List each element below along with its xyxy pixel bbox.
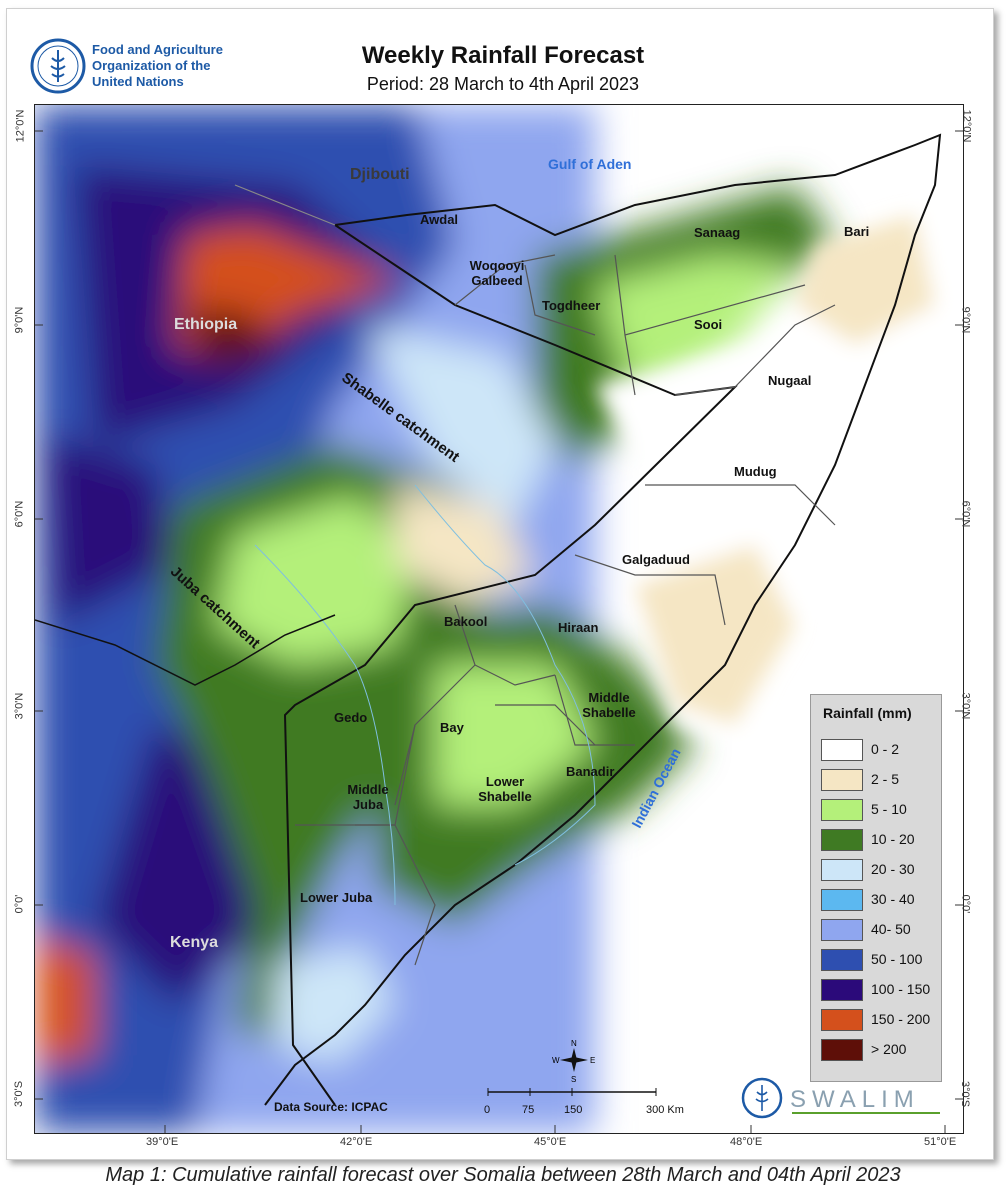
lon-label: 45°0'E: [534, 1136, 567, 1148]
legend-swatch: [821, 919, 863, 941]
legend-label: 5 - 10: [871, 801, 907, 817]
lat-label-right: 6°0'N: [959, 500, 972, 528]
legend-swatch: [821, 1009, 863, 1031]
legend-label: 10 - 20: [871, 831, 915, 847]
swalim-logo: SWALIM: [741, 1077, 940, 1119]
country-label-djibouti: Djibouti: [350, 166, 410, 183]
kenya-ethiopia-border: [35, 614, 336, 686]
lat-label-right: 9°0'N: [959, 306, 972, 334]
region-label-gedo: Gedo: [334, 710, 368, 725]
graticule-ticks: [35, 130, 963, 1133]
legend-swatch: [821, 949, 863, 971]
legend-label: 30 - 40: [871, 891, 915, 907]
lat-label-right: 12°0'N: [960, 109, 973, 143]
lon-label: 42°0'E: [340, 1136, 373, 1148]
fao-org-line2: Organization of the: [92, 58, 211, 73]
legend-swatch: [821, 739, 863, 761]
lat-label-left: 0°0': [13, 894, 26, 914]
lat-label-left: 3°0'S: [13, 1080, 26, 1108]
legend-label: 40- 50: [871, 921, 911, 937]
legend-label: 50 - 100: [871, 951, 923, 967]
legend-label: > 200: [871, 1041, 907, 1057]
rainfall-map: [34, 104, 964, 1134]
rivers: [254, 484, 596, 906]
region-boundaries: [295, 254, 836, 966]
north-arrow-n: N: [571, 1039, 577, 1048]
data-source: Data Source: ICPAC: [274, 1100, 388, 1114]
swalim-wordmark: SWALIM: [790, 1086, 920, 1113]
scale-bar: [487, 1088, 657, 1096]
legend-label: 100 - 150: [871, 981, 931, 997]
scale-label: 150: [564, 1104, 583, 1116]
region-label-sooi: Sooi: [694, 317, 723, 332]
legend-swatch: [821, 979, 863, 1001]
lat-label-left: 3°0'N: [13, 692, 26, 720]
legend-swatch: [821, 859, 863, 881]
legend-swatch: [821, 799, 863, 821]
legend-title: Rainfall (mm): [823, 705, 912, 721]
rainfall-map-svg: [35, 105, 963, 1133]
region-label-banadir: Banadir: [566, 764, 615, 779]
scale-label: 300 Km: [646, 1104, 684, 1116]
somalia-coastline: [264, 133, 942, 1106]
map-title: Weekly Rainfall Forecast: [361, 42, 645, 69]
fao-org-line1: Food and Agriculture: [92, 42, 223, 57]
region-label-sanaag: Sanaag: [694, 225, 741, 240]
north-arrow-e: E: [590, 1056, 595, 1065]
legend-swatch: [821, 769, 863, 791]
region-label-bay: Bay: [440, 720, 464, 735]
region-label-mudug: Mudug: [734, 464, 777, 479]
legend-label: 0 - 2: [871, 741, 900, 757]
region-label-bakool: Bakool: [444, 614, 488, 629]
lat-label-right: 0°0': [959, 894, 972, 914]
lat-label-right: 3°0'S: [959, 1080, 972, 1108]
lat-label-left: 9°0'N: [13, 306, 26, 334]
legend-label: 2 - 5: [871, 771, 900, 787]
fao-org-name: Food and Agriculture Organization of the…: [92, 42, 223, 90]
fao-org-line3: United Nations: [92, 74, 184, 89]
legend-swatch: [821, 829, 863, 851]
region-label-bari: Bari: [844, 224, 870, 239]
region-label-nugaal: Nugaal: [768, 373, 812, 388]
scale-label: 0: [484, 1104, 491, 1116]
legend-label: 150 - 200: [871, 1011, 931, 1027]
north-arrow-s: S: [571, 1075, 576, 1084]
somalia-border: [283, 224, 738, 1106]
region-label-middle-shabelle: Middle Shabelle: [582, 690, 636, 720]
sea-label-gulf-of-aden: Gulf of Aden: [548, 156, 632, 172]
lon-label: 39°0'E: [146, 1136, 179, 1148]
north-arrow-icon: N S W E: [552, 1039, 595, 1084]
map-caption: Map 1: Cumulative rainfall forecast over…: [105, 1164, 901, 1186]
lon-label: 48°0'E: [730, 1136, 763, 1148]
legend-swatch: [821, 1039, 863, 1061]
lat-label-right: 3°0'N: [959, 692, 972, 720]
region-label-togdheer: Togdheer: [542, 298, 601, 313]
legend-label: 20 - 30: [871, 861, 915, 877]
lat-label-left: 6°0'N: [13, 500, 26, 528]
legend-swatch: [821, 889, 863, 911]
scale-label: 75: [522, 1104, 535, 1116]
region-label-hiraan: Hiraan: [558, 620, 599, 635]
country-label-kenya: Kenya: [170, 934, 219, 951]
region-label-awdal: Awdal: [420, 212, 459, 227]
region-label-lower-shabelle: Lower Shabelle: [478, 774, 532, 804]
lat-label-left: 12°0'N: [14, 109, 27, 143]
fao-logo: [30, 38, 86, 94]
region-label-lower-juba: Lower Juba: [300, 890, 373, 905]
country-label-ethiopia: Ethiopia: [174, 316, 238, 333]
region-label-middle-juba: Middle Juba: [347, 782, 389, 812]
region-label-woqooyi-galbeed: Woqooyi Galbeed: [469, 258, 525, 288]
map-subtitle: Period: 28 March to 4th April 2023: [366, 74, 640, 94]
north-arrow-w: W: [552, 1056, 560, 1065]
lon-label: 51°0'E: [924, 1136, 957, 1148]
rainfall-legend: Rainfall (mm) 0 - 2 2 - 5 5 - 10 10 - 20 20 …: [810, 694, 942, 1082]
rainfall-field: [35, 105, 835, 1133]
region-label-galgaduud: Galgaduud: [622, 552, 690, 567]
